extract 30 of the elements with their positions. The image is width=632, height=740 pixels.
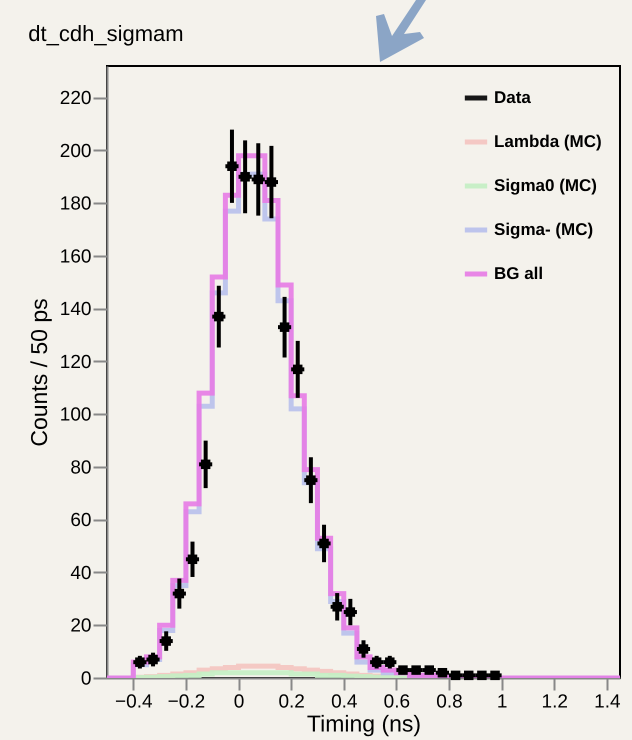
y-tick-label: 200 bbox=[60, 140, 92, 162]
legend-label: Sigma- (MC) bbox=[494, 220, 594, 239]
y-tick-label: 100 bbox=[60, 404, 92, 426]
y-tick-label: 60 bbox=[70, 510, 92, 532]
y-tick-label: 40 bbox=[70, 562, 92, 584]
x-tick-label: −0.4 bbox=[115, 692, 153, 712]
y-tick-label: 160 bbox=[60, 246, 92, 268]
x-tick-label: 1.2 bbox=[542, 692, 568, 712]
x-tick-label: −0.2 bbox=[168, 692, 206, 712]
x-axis-title: Timing (ns) bbox=[306, 710, 422, 736]
x-tick-label: 1 bbox=[496, 692, 508, 712]
chart-title: dt_cdh_sigmam bbox=[28, 21, 184, 46]
x-tick-label: 0.4 bbox=[331, 692, 358, 712]
x-tick-label: 0.6 bbox=[384, 692, 410, 712]
legend-label: Lambda (MC) bbox=[494, 132, 602, 151]
legend-label: BG all bbox=[494, 264, 544, 283]
y-tick-label: 180 bbox=[60, 194, 92, 215]
x-tick-label: 0.8 bbox=[436, 692, 463, 712]
y-tick-label: 20 bbox=[70, 616, 92, 637]
y-axis-title: Counts / 50 ps bbox=[26, 298, 52, 447]
y-tick-label: 140 bbox=[60, 299, 92, 320]
y-tick-label: 0 bbox=[80, 668, 92, 690]
x-tick-label: 0 bbox=[234, 692, 244, 712]
legend-label: Data bbox=[494, 88, 532, 107]
x-tick-label: 0.2 bbox=[278, 692, 305, 712]
x-tick-label: 1.4 bbox=[594, 692, 621, 712]
legend-label: Sigma0 (MC) bbox=[494, 176, 597, 195]
y-tick-label: 80 bbox=[70, 457, 92, 478]
y-tick-label: 220 bbox=[60, 88, 92, 110]
y-tick-label: 120 bbox=[60, 352, 92, 373]
